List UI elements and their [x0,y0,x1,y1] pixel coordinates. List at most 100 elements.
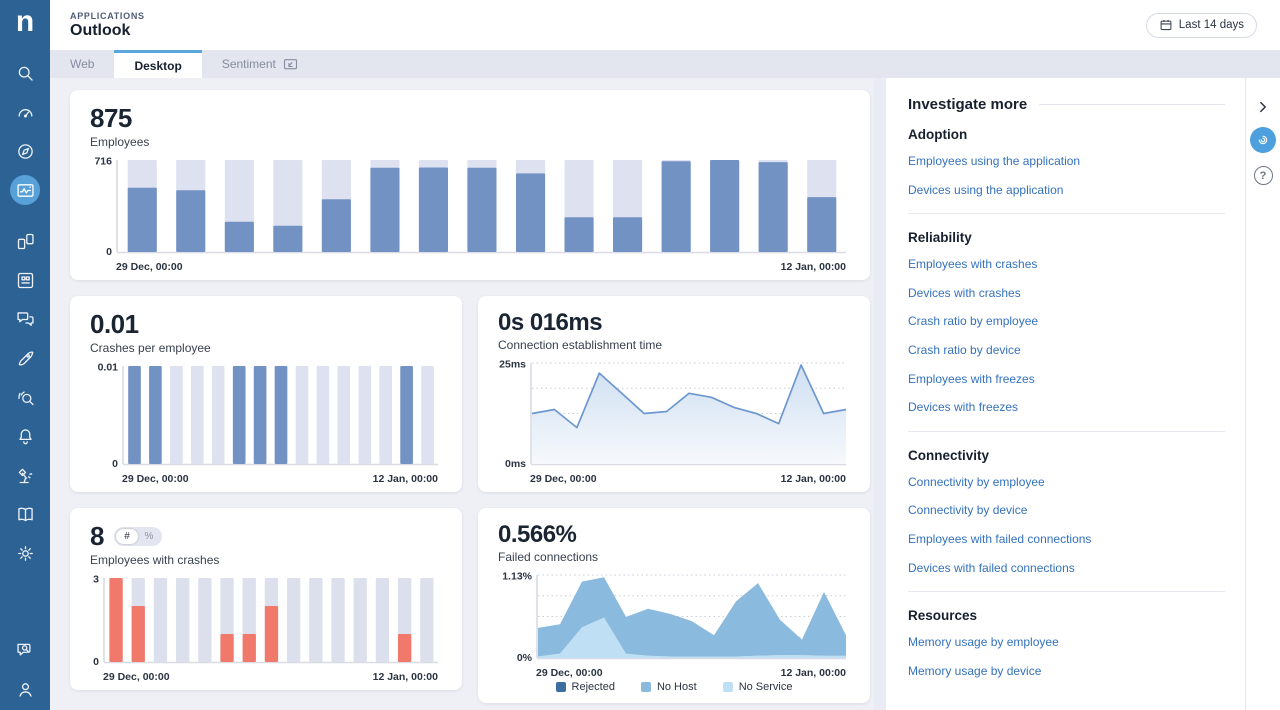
svg-text:12 Jan, 00:00: 12 Jan, 00:00 [781,261,847,272]
signal-search-icon [17,390,34,405]
section-divider [908,430,1225,432]
legend-swatch [555,681,566,692]
connection-time-headline: 0s 016ms [498,309,603,336]
lamp-icon [18,468,32,483]
gauge-icon [18,108,32,118]
breadcrumb-eyebrow: APPLICATIONS [70,10,145,21]
crashes-per-employee-headline: 0.01 [90,309,139,339]
investigate-section-heading: Adoption [908,127,968,142]
investigate-link[interactable]: Devices with failed connections [908,560,1075,575]
svg-text:0: 0 [93,656,99,668]
failed-connections-subtitle: Failed connections [498,550,599,565]
sidebar-item-notifications-bell[interactable] [10,421,40,451]
chevron-right-icon [1260,101,1266,113]
sidebar-item-dashboards[interactable] [10,226,40,256]
employees-with-crashes-subtitle: Employees with crashes [90,552,220,567]
count-percent-toggle[interactable]: # % [113,526,162,546]
svg-text:12 Jan, 00:00: 12 Jan, 00:00 [373,473,439,484]
investigate-link[interactable]: Devices using the application [908,182,1064,197]
tab-desktop[interactable]: Desktop [114,50,202,78]
date-range-button[interactable]: Last 14 days [1145,12,1257,38]
sidebar-item-application-experience[interactable] [10,175,40,205]
application-experience-icon [16,183,34,197]
sidebar-item-feedback-search[interactable] [10,635,40,665]
employees-headline: 875 [90,103,132,133]
search-icon [18,66,33,81]
collapse-panel-button[interactable] [1256,100,1270,114]
investigate-link[interactable]: Employees with crashes [908,257,1038,272]
employees-subtitle: Employees [90,134,150,149]
conversations-icon [16,311,34,326]
sidebar-item-settings-gear[interactable] [10,538,40,568]
card-crashes-per-employee: 0.01 Crashes per employee 0.01 0 29 Dec, 0… [70,296,462,492]
user-profile-icon [18,682,32,697]
employees-bar-chart: 716 0 29 Dec, 00:00 12 Jan, 00:00 [90,155,850,273]
failed-connections-headline: 0.566% [498,521,577,548]
investigate-link[interactable]: Connectivity by device [908,503,1028,518]
settings-gear-icon [17,545,33,561]
tab-web[interactable]: Web [70,57,95,71]
svg-text:0ms: 0ms [505,458,526,470]
investigate-link[interactable]: Employees with freezes [908,371,1035,386]
assist-swirl-icon [1258,135,1268,145]
connection-time-line-chart: 25ms 0ms 29 Dec, 00:00 12 Jan, 00:00 [498,358,850,485]
investigate-link[interactable]: Devices with freezes [908,400,1019,415]
sidebar-item-apps-grid[interactable] [10,265,40,295]
failed-connections-legend: Rejected No Host No Service [498,678,850,695]
svg-text:29 Dec, 00:00: 29 Dec, 00:00 [116,261,183,272]
sidebar-item-user-profile[interactable] [10,674,40,704]
investigate-link[interactable]: Employees with failed connections [908,531,1092,546]
panel-divider-strip [874,78,886,710]
sidebar-item-compass[interactable] [10,136,40,166]
investigate-link[interactable]: Devices with crashes [908,285,1021,300]
legend-item: Rejected [555,681,615,693]
investigate-link[interactable]: Memory usage by employee [908,635,1059,650]
svg-text:716: 716 [94,155,112,167]
date-range-label: Last 14 days [1178,19,1244,31]
sidebar-item-lamp[interactable] [10,460,40,490]
sidebar-item-conversations[interactable] [10,304,40,334]
svg-text:29 Dec, 00:00: 29 Dec, 00:00 [536,667,603,678]
toggle-percent-option[interactable]: % [144,530,154,542]
svg-text:0.01: 0.01 [98,361,119,373]
svg-text:12 Jan, 00:00: 12 Jan, 00:00 [781,473,847,484]
section-divider [908,591,1225,593]
svg-text:0%: 0% [517,652,533,664]
failed-connections-area-chart: 1.13% 0% 29 Dec, 00:00 12 Jan, 00:00 [498,570,850,680]
top-bar: APPLICATIONS Outlook Last 14 days [50,0,1280,50]
investigate-link[interactable]: Crash ratio by device [908,342,1021,357]
legend-item: No Service [722,681,792,693]
investigate-link[interactable]: Memory usage by device [908,663,1042,678]
investigate-link[interactable]: Connectivity by employee [908,474,1045,489]
sidebar-item-library-book[interactable] [10,499,40,529]
compass-icon [17,143,33,159]
card-employees: 875 Employees 716 0 29 Dec, 00:00 12 Jan, 0… [70,90,870,280]
svg-text:0: 0 [106,246,112,258]
sidebar-item-search[interactable] [10,58,40,88]
help-button[interactable]: ? [1253,166,1273,185]
breadcrumb: APPLICATIONS Outlook [70,11,145,40]
employees-with-crashes-bar-chart: 3 0 29 Dec, 00:00 12 Jan, 00:00 [90,573,442,683]
sidebar-nav-bottom [10,635,40,704]
investigate-link[interactable]: Employees using the application [908,154,1081,168]
sidebar-item-rocket[interactable] [10,343,40,373]
investigate-link[interactable]: Crash ratio by employee [908,314,1039,329]
investigate-title: Investigate more [908,96,1028,113]
legend-swatch [722,681,733,692]
tab-sentiment[interactable]: Sentiment [202,50,318,78]
sidebar-item-signal-search[interactable] [10,382,40,412]
svg-text:1.13%: 1.13% [502,571,532,583]
toggle-count-option[interactable]: # [115,528,138,544]
assist-button[interactable] [1250,127,1276,153]
notifications-bell-icon [18,428,32,444]
legend-item: No Host [640,681,697,693]
crashes-per-employee-subtitle: Crashes per employee [90,340,211,355]
svg-text:25ms: 25ms [499,359,526,371]
share-screen-icon [283,58,297,69]
sidebar-item-gauge[interactable] [10,97,40,127]
svg-text:29 Dec, 00:00: 29 Dec, 00:00 [530,473,597,484]
svg-text:12 Jan, 00:00: 12 Jan, 00:00 [781,667,847,678]
rocket-icon [18,351,33,365]
apps-grid-icon [17,272,33,288]
